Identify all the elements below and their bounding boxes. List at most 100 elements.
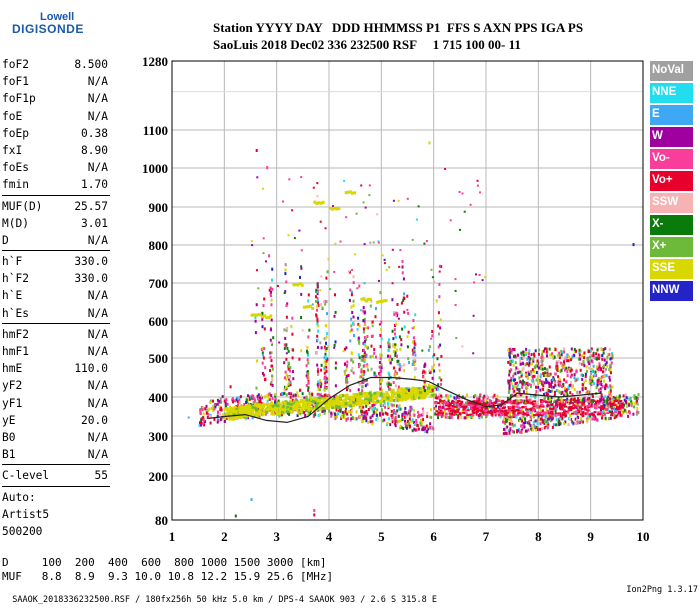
echo-point [591,393,594,397]
echo-point [567,411,570,415]
echo-point [365,419,368,423]
echo-point [287,382,290,386]
echo-point [576,418,578,422]
echo-point [366,412,369,416]
echo-point [344,402,348,406]
echo-point [401,265,404,269]
echo-point [302,404,306,408]
echo-point [587,400,590,404]
echo-point [584,399,587,403]
echo-point [449,409,453,412]
echo-point [317,388,320,392]
echo-point [536,376,539,380]
echo-point [396,409,399,413]
echo-point [526,362,528,366]
echo-point [494,413,498,416]
echo-point [480,410,484,413]
echo-point [257,412,261,416]
echo-point [199,408,202,412]
param-row-hmf2: hmF2 N/A [2,326,110,343]
echo-point [363,415,366,419]
echo-point [325,387,328,390]
echo-point [586,409,590,412]
echo-point [492,409,496,412]
echo-point [308,401,312,405]
echo-point [397,317,400,320]
echo-point [266,166,269,170]
echo-point [384,299,388,303]
echo-point [344,372,346,376]
echo-point [528,422,531,426]
echo-point [392,391,396,395]
echo-point [399,424,402,428]
echo-point [522,379,524,383]
echo-point [545,350,548,354]
echo-point [588,380,591,384]
echo-point [582,414,584,418]
echo-point [609,390,612,394]
echo-point [397,359,400,363]
echo-point [306,353,309,357]
echo-point [363,360,366,364]
echo-point [259,399,262,402]
echo-point [474,403,478,406]
echo-point [549,390,552,393]
echo-point [535,378,538,382]
echo-point [346,377,349,381]
echo-point [394,343,397,347]
echo-point [372,410,375,414]
echo-point [444,415,447,419]
echo-point [479,191,481,194]
echo-point [573,397,576,401]
echo-point [543,400,547,403]
echo-point [306,372,309,376]
echo-point [526,385,529,389]
echo-point [387,384,390,388]
echo-point [510,349,513,352]
echo-point [421,371,424,375]
echo-point [393,403,396,407]
echo-point [565,354,568,357]
echo-point [316,298,319,302]
echo-point [521,426,524,430]
echo-point [586,419,589,423]
echo-point [400,398,404,402]
echo-point [440,265,443,269]
echo-point [404,422,407,425]
echo-point [406,345,409,349]
legend-voplus: Vo+ [650,171,693,191]
echo-point [357,388,360,392]
echo-point [320,303,323,307]
echo-point [437,411,441,414]
echo-point [261,325,264,329]
echo-point [406,294,409,298]
echo-point [526,357,529,361]
echo-point [270,409,274,413]
echo-point [544,367,546,371]
echo-point [326,332,329,336]
echo-point [386,393,390,397]
echo-point [362,309,365,313]
echo-point [544,420,547,424]
echo-point [555,423,558,427]
echo-point [563,410,567,413]
echo-point [245,405,248,408]
echo-point [306,358,309,362]
echo-point [557,380,560,384]
echo-point [508,417,511,421]
echo-point [603,404,606,408]
echo-point [351,311,354,314]
echo-point [394,354,397,357]
echo-point [263,395,266,399]
echo-point [317,304,320,307]
echo-point [386,412,389,416]
echo-point [497,405,499,409]
echo-point [392,350,395,353]
echo-point [339,409,342,413]
echo-point [613,416,616,420]
echo-point [475,400,479,403]
echo-point [466,415,469,419]
echo-point [563,360,565,364]
echo-point [557,389,560,393]
echo-point [313,397,317,401]
